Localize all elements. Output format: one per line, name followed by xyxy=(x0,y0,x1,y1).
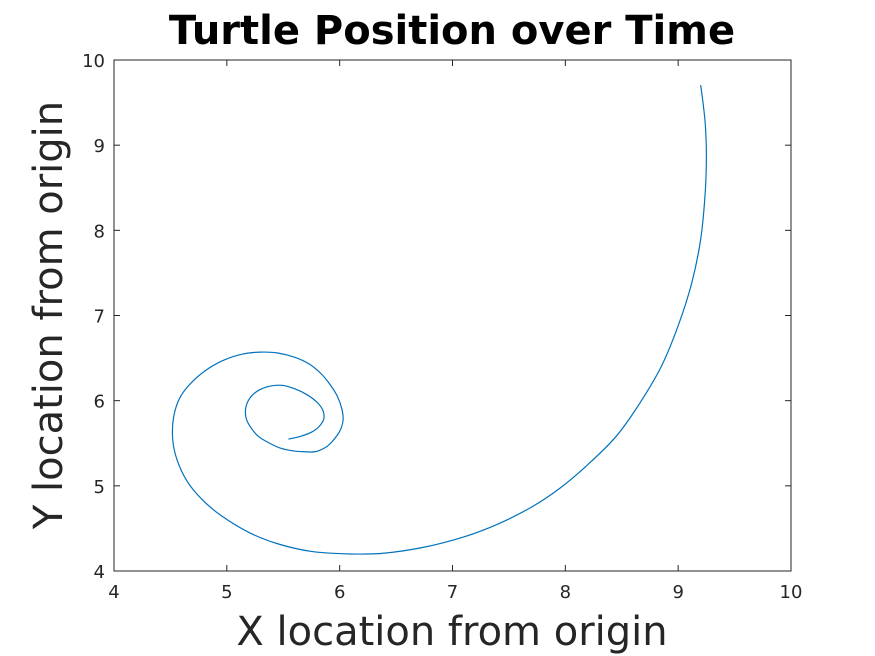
y-tick-label: 6 xyxy=(94,392,105,413)
x-tick-label: 4 xyxy=(108,582,119,603)
y-axis-label: Y location from origin xyxy=(26,101,72,530)
x-axis-label: X location from origin xyxy=(236,609,667,655)
x-tick-label: 8 xyxy=(560,582,571,603)
x-tick-label: 7 xyxy=(447,582,458,603)
chart-title: Turtle Position over Time xyxy=(169,8,735,54)
y-tick-label: 5 xyxy=(94,477,105,498)
y-tick-label: 9 xyxy=(94,136,105,157)
y-tick-label: 4 xyxy=(94,562,105,583)
series-line xyxy=(171,84,707,555)
plot-area: 4 5 6 7 8 9 10 4 5 6 7 8 9 10 xyxy=(82,51,802,603)
x-tick-label: 9 xyxy=(672,582,683,603)
y-tick-label: 8 xyxy=(94,221,105,242)
tick-labels: 4 5 6 7 8 9 10 4 5 6 7 8 9 10 xyxy=(82,51,802,603)
ticks xyxy=(113,59,792,572)
axes-box xyxy=(113,59,792,572)
y-tick-label: 7 xyxy=(94,307,105,328)
x-tick-label: 10 xyxy=(780,582,803,603)
x-tick-label: 6 xyxy=(334,582,345,603)
x-tick-label: 5 xyxy=(221,582,232,603)
y-tick-label: 10 xyxy=(82,51,105,72)
